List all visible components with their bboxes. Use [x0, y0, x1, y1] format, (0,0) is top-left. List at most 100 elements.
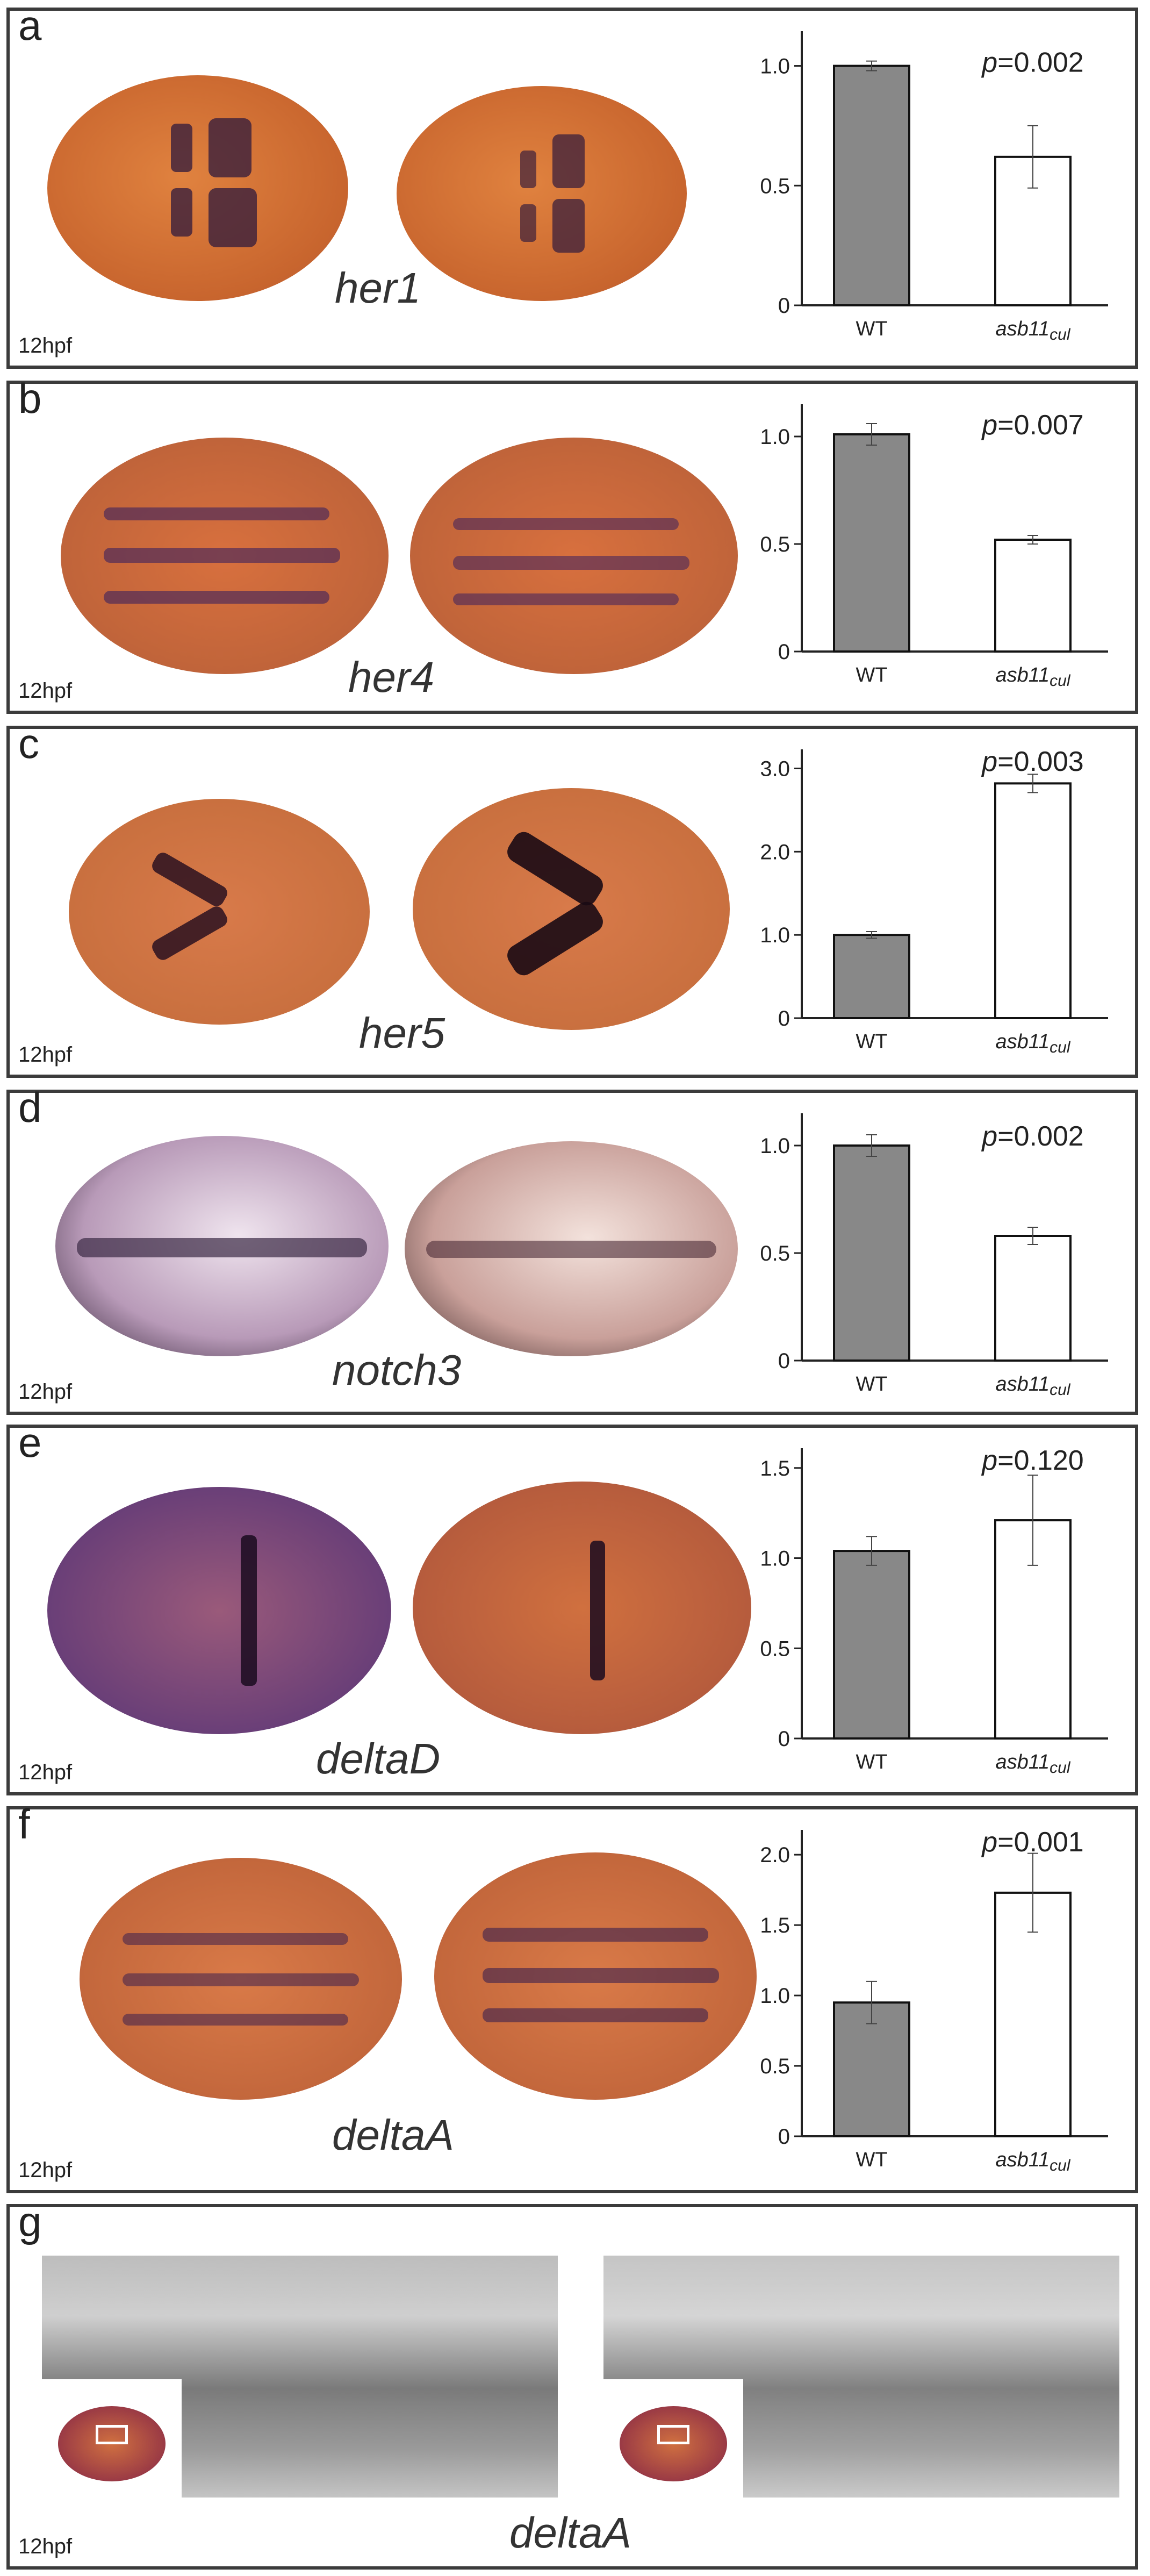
wt-embryo-image: [47, 1487, 391, 1734]
x-label-mutant: asb11cul: [995, 1031, 1070, 1056]
panel-e: e deltaD 12hpf 0 0.5 1.0 1.5 WT asb11cul p=0.1…: [6, 1419, 1138, 1795]
x-label-mutant-main: asb11: [995, 2149, 1050, 2171]
p-number: =0.001: [997, 1827, 1084, 1858]
p-symbol: p: [981, 1827, 997, 1858]
mutant-bar: [994, 539, 1072, 653]
gene-label: deltaA: [332, 2111, 454, 2159]
panel-letter: e: [18, 1419, 42, 1466]
x-label-mutant-main: asb11: [995, 1373, 1050, 1396]
y-tick-label: 1.0: [760, 55, 790, 78]
x-label-wt: WT: [856, 318, 887, 340]
mutant-embryo-image: [410, 438, 738, 674]
x-label-mutant-main: asb11: [995, 1751, 1050, 1773]
mutant-embryo-image: [434, 1852, 757, 2100]
y-tick-label: 1.0: [760, 1984, 790, 2008]
p-symbol: p: [981, 1121, 997, 1152]
p-value-label: p=0.002: [981, 1121, 1083, 1152]
x-label-mutant-sub: cul: [1050, 326, 1071, 344]
chart-svg: 0 0.5 1.0 WT asb11cul p=0.002: [760, 1113, 1108, 1399]
p-value-label: p=0.003: [981, 746, 1083, 777]
p-value-label: p=0.001: [981, 1827, 1083, 1858]
y-tick-label: 0: [778, 1349, 790, 1373]
mutant-bar: [994, 782, 1072, 1020]
gene-label: her1: [335, 264, 421, 312]
wt-embryo-image: [69, 799, 370, 1025]
x-label-mutant-sub: cul: [1050, 1381, 1071, 1399]
bar-chart: 0 0.5 1.0 WT asb11cul p=0.002: [732, 20, 1124, 348]
y-tick-label: 0.5: [760, 174, 790, 198]
panel-letter: b: [18, 375, 42, 422]
stage-label: 12hpf: [18, 1043, 73, 1067]
chart-svg: 0 0.5 1.0 1.5 WT asb11cul p=0.120: [760, 1445, 1108, 1777]
x-label-mutant-sub: cul: [1050, 2157, 1071, 2174]
wt-embryo-image: [80, 1858, 402, 2100]
y-tick-label: 0.5: [760, 1637, 790, 1661]
panel-letter: g: [18, 2198, 42, 2245]
chart-svg: 0 0.5 1.0 WT asb11cul p=0.007: [760, 404, 1108, 690]
x-label-mutant: asb11cul: [995, 2149, 1070, 2174]
stage-label: 12hpf: [18, 679, 73, 703]
y-tick-label: 2.0: [760, 840, 790, 864]
y-tick-label: 0: [778, 294, 790, 318]
wt-embryo-image: [47, 75, 348, 301]
y-tick-label: 0: [778, 1007, 790, 1031]
chart-svg: 0 0.5 1.0 WT asb11cul p=0.002: [760, 31, 1108, 344]
wt-bar: [833, 1144, 910, 1362]
y-tick-label: 0: [778, 1727, 790, 1751]
mutant-inset-box: [657, 2425, 689, 2444]
bar-chart: 0 0.5 1.0 WT asb11cul p=0.007: [732, 393, 1124, 695]
panel-letter: a: [18, 2, 42, 49]
y-tick-label: 0.5: [760, 2055, 790, 2078]
p-number: =0.002: [997, 1121, 1084, 1152]
wt-bar: [833, 1550, 910, 1740]
y-tick-label: 2.0: [760, 1843, 790, 1867]
bar-chart: 0 0.5 1.0 1.5 2.0 WT asb11cul p=0.001: [732, 1819, 1124, 2179]
p-number: =0.007: [997, 410, 1084, 441]
x-label-mutant: asb11cul: [995, 318, 1070, 344]
chart-svg: 0 0.5 1.0 1.5 2.0 WT asb11cul p=0.001: [760, 1827, 1108, 2174]
y-tick-label: 0: [778, 2125, 790, 2149]
mutant-bar: [994, 1891, 1072, 2137]
bar-chart: 0 0.5 1.0 1.5 WT asb11cul p=0.120: [732, 1437, 1124, 1781]
p-number: =0.003: [997, 746, 1084, 777]
x-label-wt: WT: [856, 2149, 887, 2171]
x-label-wt: WT: [856, 1031, 887, 1053]
x-label-mutant: asb11cul: [995, 1751, 1070, 1777]
p-value-label: p=0.002: [981, 47, 1083, 78]
p-symbol: p: [981, 1445, 997, 1476]
x-label-mutant: asb11cul: [995, 1373, 1070, 1399]
panel-d: d notch3 12hpf 0 0.5 1.0 WT asb11cul p=0.002: [6, 1084, 1138, 1415]
stage-label: 12hpf: [18, 2535, 73, 2558]
y-tick-label: 0: [778, 640, 790, 664]
x-label-mutant-sub: cul: [1050, 1759, 1071, 1777]
stage-label: 12hpf: [18, 2158, 73, 2182]
x-label-mutant-sub: cul: [1050, 1039, 1071, 1056]
y-tick-label: 1.0: [760, 1547, 790, 1571]
y-tick-label: 1.0: [760, 1134, 790, 1158]
y-tick-label: 1.0: [760, 425, 790, 449]
p-value-label: p=0.120: [981, 1445, 1083, 1476]
p-symbol: p: [981, 746, 997, 777]
chart-svg: 0 1.0 2.0 3.0 WT asb11cul p=0.003: [760, 746, 1108, 1056]
panel-c: c her5 12hpf 0 1.0 2.0 3.0 WT asb11cul p=0.003: [6, 720, 1138, 1078]
gene-label: deltaD: [316, 1735, 441, 1783]
gene-label: notch3: [332, 1346, 462, 1394]
panel-letter: c: [18, 720, 39, 767]
mutant-inset: [603, 2379, 743, 2498]
mutant-embryo-image: [405, 1141, 738, 1356]
x-label-mutant-main: asb11: [995, 1031, 1050, 1053]
panel-letter: d: [18, 1084, 42, 1131]
bar-chart: 0 0.5 1.0 WT asb11cul p=0.002: [732, 1103, 1124, 1404]
wt-bar: [833, 433, 910, 653]
wt-inset: [42, 2379, 182, 2498]
p-number: =0.002: [997, 47, 1084, 78]
mutant-bar: [994, 1235, 1072, 1362]
p-symbol: p: [981, 47, 997, 78]
gene-label: her5: [359, 1009, 445, 1057]
x-label-mutant: asb11cul: [995, 664, 1070, 690]
gene-label: her4: [348, 653, 435, 701]
y-tick-label: 1.5: [760, 1457, 790, 1480]
y-tick-label: 1.0: [760, 924, 790, 947]
mutant-embryo-image: [397, 86, 687, 301]
p-value-label: p=0.007: [981, 410, 1083, 441]
